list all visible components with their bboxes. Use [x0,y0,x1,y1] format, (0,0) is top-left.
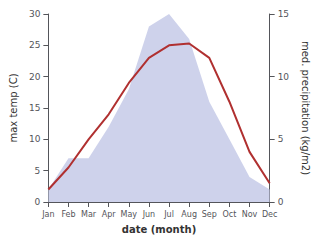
svg-text:5: 5 [35,166,41,176]
svg-text:20: 20 [29,72,41,82]
svg-text:Mar: Mar [81,210,97,219]
svg-text:15: 15 [29,103,40,113]
svg-text:5: 5 [278,134,284,144]
svg-text:15: 15 [278,9,289,19]
svg-text:date (month): date (month) [122,224,196,235]
svg-text:Jul: Jul [163,210,174,219]
svg-text:0: 0 [278,197,284,207]
svg-text:Jun: Jun [142,210,156,219]
svg-text:Apr: Apr [102,210,117,219]
svg-text:10: 10 [278,72,290,82]
svg-text:max temp (C): max temp (C) [8,73,19,142]
svg-text:med. precipitation (kg/m2): med. precipitation (kg/m2) [300,41,311,175]
svg-text:25: 25 [29,40,40,50]
svg-text:Oct: Oct [222,210,236,219]
svg-text:0: 0 [35,197,41,207]
svg-text:Aug: Aug [181,210,197,219]
svg-text:Feb: Feb [61,210,75,219]
svg-text:30: 30 [29,9,41,19]
svg-text:10: 10 [29,134,41,144]
svg-text:May: May [121,210,138,219]
svg-text:Nov: Nov [242,210,258,219]
svg-text:Jan: Jan [41,210,54,219]
svg-text:Dec: Dec [262,210,277,219]
svg-text:Sep: Sep [202,210,217,219]
